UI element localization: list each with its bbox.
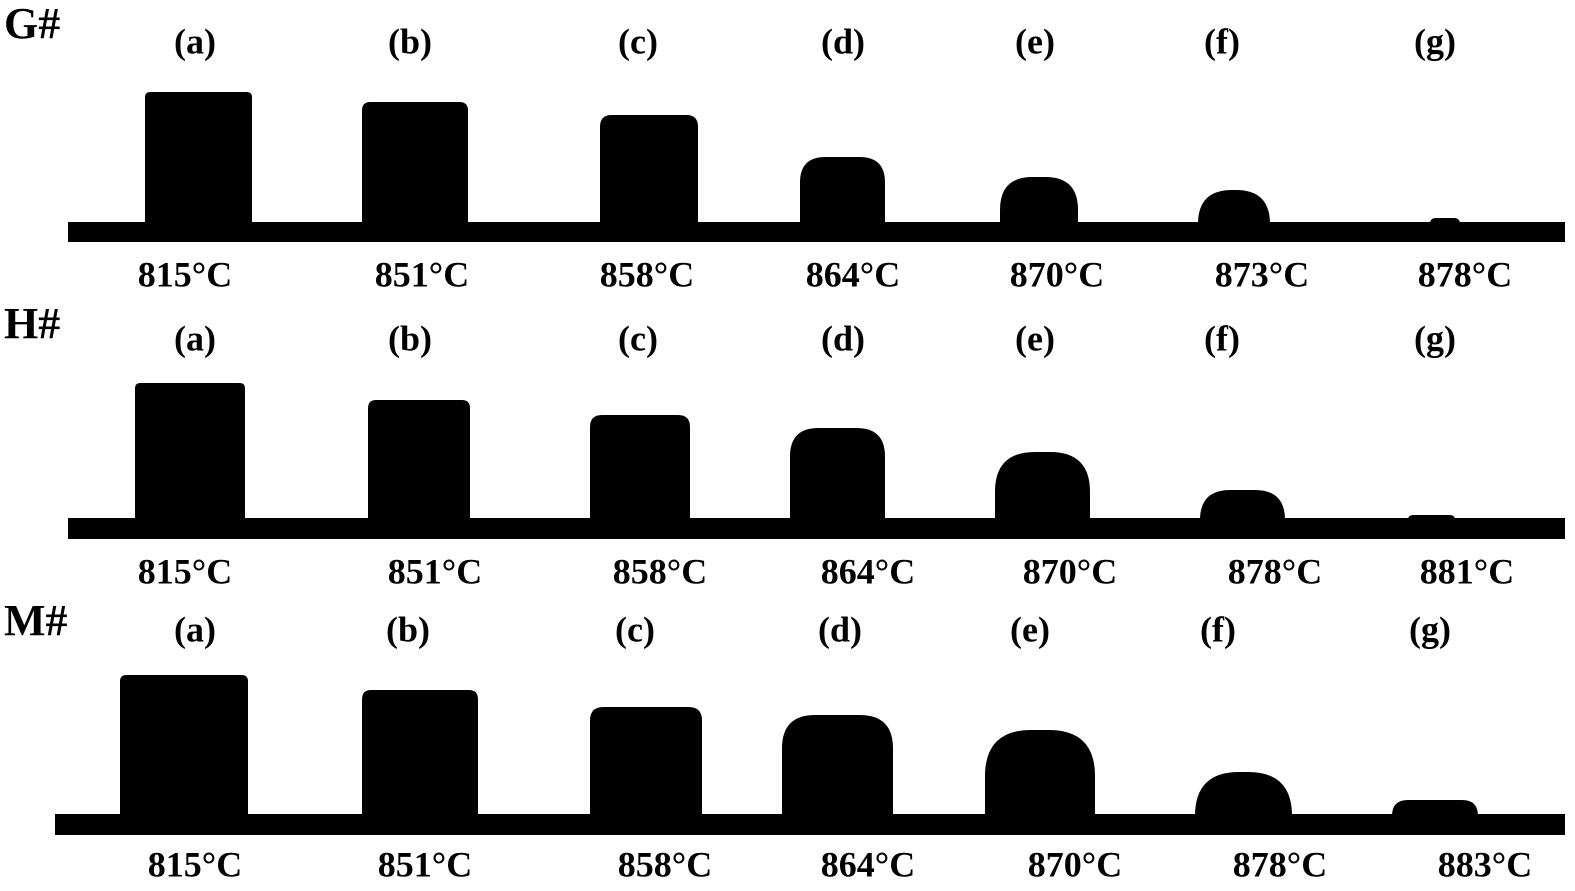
temperature-label: 878°C <box>1418 254 1512 294</box>
panel-letter: (e) <box>1010 609 1050 649</box>
temperature-label: 858°C <box>600 254 694 294</box>
panel-letter: (g) <box>1409 609 1451 649</box>
sample-silhouette <box>368 400 470 520</box>
sample-silhouette <box>1408 515 1455 520</box>
temperature-label: 870°C <box>1010 254 1104 294</box>
sample-silhouette <box>362 102 468 224</box>
panel-letter: (f) <box>1204 318 1240 358</box>
temperature-label: 864°C <box>806 254 900 294</box>
panel-letter: (e) <box>1015 318 1055 358</box>
temperature-label: 864°C <box>821 551 915 591</box>
substrate <box>68 518 1565 539</box>
sample-silhouette <box>995 452 1090 520</box>
panel-letter: (c) <box>618 318 658 358</box>
sample-silhouette <box>1000 177 1078 224</box>
panel-letter: (d) <box>821 21 865 61</box>
sample-silhouette <box>145 92 252 224</box>
sample-silhouette <box>590 707 702 816</box>
sample-silhouette <box>1200 490 1285 520</box>
panel-letter: (f) <box>1200 609 1236 649</box>
sample-silhouette <box>782 715 893 816</box>
sample-silhouette <box>1195 772 1292 816</box>
substrate <box>55 814 1565 835</box>
row-label: G# <box>4 0 60 48</box>
temperature-label: 815°C <box>138 551 232 591</box>
sample-silhouette <box>1430 218 1460 224</box>
sample-silhouette <box>600 115 698 224</box>
panel-letter: (b) <box>388 21 432 61</box>
temperature-label: 815°C <box>148 844 242 884</box>
panel-letter: (g) <box>1414 21 1456 61</box>
row-label: M# <box>4 596 68 645</box>
row-label: H# <box>4 299 60 348</box>
temperature-label: 851°C <box>375 254 469 294</box>
temperature-label: 870°C <box>1023 551 1117 591</box>
sample-silhouette <box>1392 800 1478 816</box>
temperature-label: 815°C <box>138 254 232 294</box>
temperature-label: 881°C <box>1420 551 1514 591</box>
panel-letter: (a) <box>174 609 216 649</box>
panel-letter: (a) <box>174 318 216 358</box>
panel-letter: (b) <box>388 318 432 358</box>
sample-silhouette <box>120 675 248 816</box>
temperature-label: 851°C <box>378 844 472 884</box>
temperature-label: 878°C <box>1228 551 1322 591</box>
temperature-label: 864°C <box>821 844 915 884</box>
substrate <box>68 222 1565 242</box>
sample-silhouette <box>135 383 245 520</box>
sample-silhouette <box>1198 190 1270 224</box>
temperature-label: 883°C <box>1438 844 1532 884</box>
panel-letter: (g) <box>1414 318 1456 358</box>
panel-letter: (d) <box>818 609 862 649</box>
temperature-label: 851°C <box>388 551 482 591</box>
panel-letter: (a) <box>174 21 216 61</box>
panel-letter: (b) <box>386 609 430 649</box>
panel-letter: (f) <box>1204 21 1240 61</box>
panel-letter: (c) <box>618 21 658 61</box>
sample-silhouette <box>790 428 885 520</box>
sample-silhouette <box>590 415 690 520</box>
temperature-label: 858°C <box>613 551 707 591</box>
temperature-label: 858°C <box>618 844 712 884</box>
temperature-label: 873°C <box>1215 254 1309 294</box>
sample-silhouette <box>985 730 1095 816</box>
panel-letter: (d) <box>821 318 865 358</box>
temperature-label: 870°C <box>1028 844 1122 884</box>
panel-letter: (e) <box>1015 21 1055 61</box>
panel-letter: (c) <box>615 609 655 649</box>
sample-silhouette <box>800 157 885 224</box>
sample-silhouette <box>362 690 478 816</box>
temperature-label: 878°C <box>1233 844 1327 884</box>
